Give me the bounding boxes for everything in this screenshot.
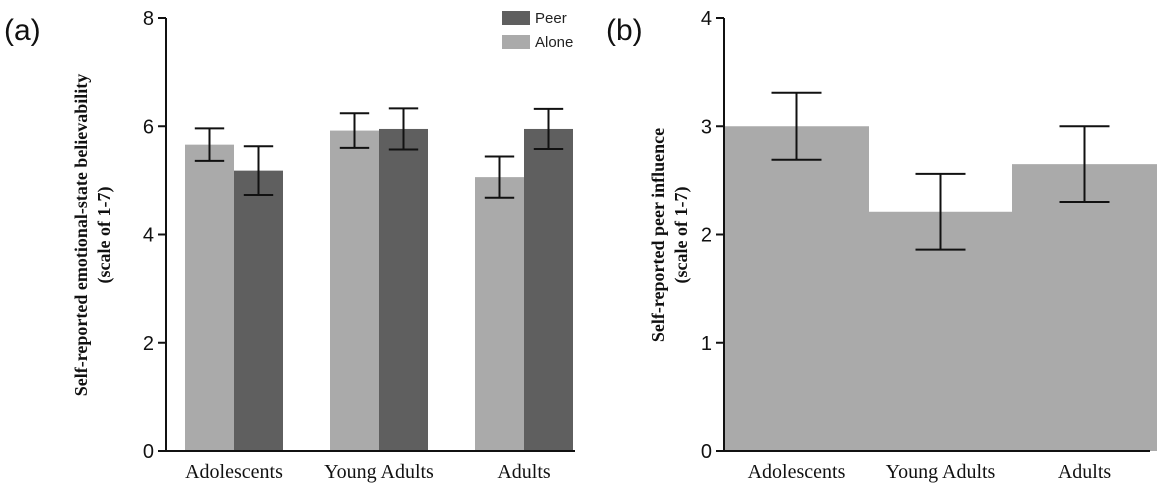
bar-adolescents-alone — [185, 144, 234, 451]
y-tick-label: 1 — [701, 333, 712, 355]
chart-b-ylabel-line2: (scale of 1-7) — [671, 187, 692, 284]
y-tick-label: 0 — [143, 441, 154, 463]
chart-b-error-bars — [771, 91, 1110, 251]
chart-a-yaxis-title: Self-reported emotional-state believabil… — [71, 74, 115, 397]
panel-a-label: (a) — [4, 14, 41, 47]
chart-a-error-bars — [194, 107, 564, 199]
bar-adults-peer — [524, 128, 573, 452]
bar-adults — [1012, 164, 1157, 451]
bar-adolescents-peer — [234, 170, 283, 451]
chart-a-bars — [185, 128, 573, 452]
legend-swatch-alone — [502, 35, 530, 49]
category-label-young-adults: Young Adults — [324, 461, 434, 483]
legend-label-alone: Alone — [535, 34, 573, 51]
category-label-young-adults: Young Adults — [886, 461, 996, 483]
y-tick-label: 6 — [143, 116, 154, 138]
chart-b-y-ticks: 0 1 2 3 4 — [701, 8, 724, 463]
category-label-adolescents: Adolescents — [185, 461, 283, 483]
bar-young-adults-alone — [330, 130, 379, 451]
y-tick-label: 8 — [143, 8, 154, 30]
chart-a-legend: Peer Alone — [502, 10, 573, 51]
chart-b-bars — [724, 126, 1157, 451]
chart-b-yaxis-title: Self-reported peer influence (scale of 1… — [648, 128, 692, 342]
chart-a-category-labels: Adolescents Young Adults Adults — [185, 461, 551, 483]
panel-b-label: (b) — [606, 14, 643, 47]
chart-b-ylabel-line1: Self-reported peer influence — [648, 128, 668, 342]
legend-swatch-peer — [502, 11, 530, 25]
y-tick-label: 4 — [143, 225, 154, 247]
chart-a-ylabel-line2: (scale of 1-7) — [94, 187, 115, 284]
chart-a-ylabel-line1: Self-reported emotional-state believabil… — [71, 74, 91, 397]
y-tick-label: 4 — [701, 8, 712, 30]
chart-a: (a) Self-reported emotional-state believ… — [4, 8, 575, 483]
y-tick-label: 3 — [701, 116, 712, 138]
category-label-adolescents: Adolescents — [748, 461, 846, 483]
chart-b: (b) Self-reported peer influence (scale … — [606, 8, 1157, 483]
chart-a-y-ticks: 0 2 4 6 8 — [143, 8, 166, 463]
bar-adolescents — [724, 126, 869, 451]
legend-label-peer: Peer — [535, 10, 567, 27]
category-label-adults: Adults — [1058, 461, 1112, 483]
chart-b-category-labels: Adolescents Young Adults Adults — [748, 461, 1112, 483]
bar-young-adults — [868, 211, 1013, 451]
y-tick-label: 2 — [701, 225, 712, 247]
bar-adults-alone — [475, 177, 524, 451]
bar-young-adults-peer — [379, 128, 428, 452]
y-tick-label: 2 — [143, 333, 154, 355]
category-label-adults: Adults — [497, 461, 551, 483]
y-tick-label: 0 — [701, 441, 712, 463]
